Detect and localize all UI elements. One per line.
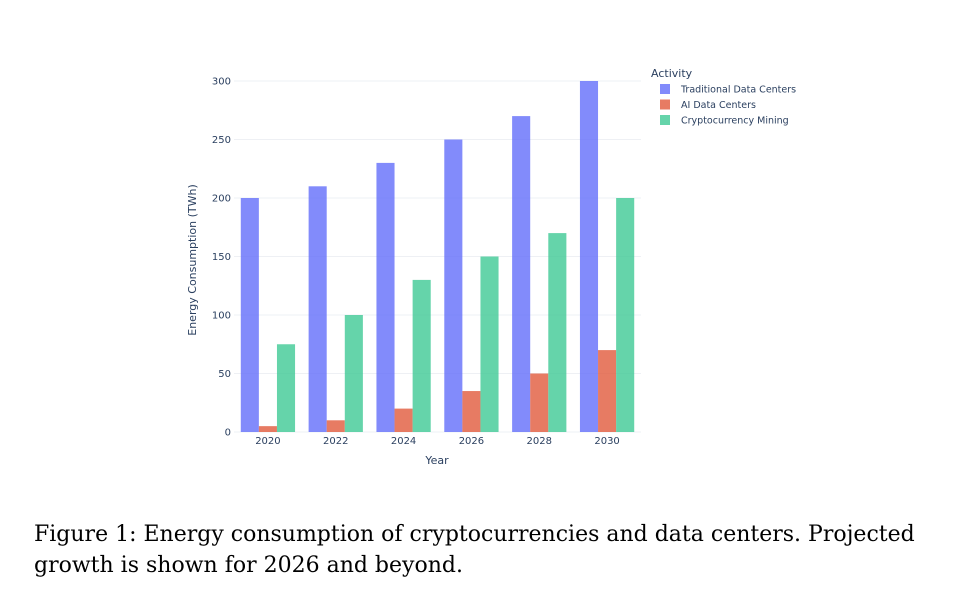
bar-cryptocurrency-mining-2030 bbox=[616, 198, 635, 432]
legend-swatch bbox=[660, 115, 670, 125]
bar-traditional-data-centers-2022 bbox=[308, 186, 327, 432]
x-tick-label: 2026 bbox=[459, 436, 484, 447]
bar-ai-data-centers-2030 bbox=[598, 350, 617, 432]
x-axis-ticks: 2020 2022 2024 2026 2028 2030 bbox=[255, 436, 620, 447]
bars bbox=[240, 81, 635, 432]
bar-ai-data-centers-2024 bbox=[394, 408, 413, 432]
x-tick-label: 2022 bbox=[323, 436, 348, 447]
legend-swatch bbox=[660, 99, 670, 110]
y-tick-label: 200 bbox=[212, 194, 231, 205]
bar-ai-data-centers-2028 bbox=[530, 373, 549, 432]
legend-label: Traditional Data Centers bbox=[680, 85, 796, 96]
y-tick-label: 0 bbox=[225, 428, 231, 439]
y-tick-label: 150 bbox=[212, 252, 231, 263]
bar-ai-data-centers-2026 bbox=[462, 391, 481, 432]
x-axis-title: Year bbox=[424, 454, 449, 467]
bar-cryptocurrency-mining-2022 bbox=[344, 315, 363, 432]
legend: Activity Traditional Data Centers AI Data… bbox=[651, 67, 796, 127]
bar-traditional-data-centers-2026 bbox=[444, 139, 463, 432]
y-axis-ticks: 0 50 100 150 200 250 300 bbox=[212, 77, 231, 439]
y-tick-label: 50 bbox=[218, 369, 231, 380]
x-tick-label: 2028 bbox=[527, 436, 552, 447]
bar-cryptocurrency-mining-2028 bbox=[548, 233, 567, 432]
bar-traditional-data-centers-2028 bbox=[512, 116, 531, 432]
x-tick-label: 2020 bbox=[255, 436, 280, 447]
y-tick-label: 300 bbox=[212, 77, 231, 88]
legend-swatch bbox=[660, 84, 670, 94]
bar-traditional-data-centers-2030 bbox=[579, 81, 599, 432]
x-tick-label: 2030 bbox=[594, 436, 619, 447]
y-axis-title: Energy Consumption (TWh) bbox=[186, 184, 199, 336]
y-tick-label: 100 bbox=[212, 311, 231, 322]
figure-caption: Figure 1: Energy consumption of cryptocu… bbox=[34, 522, 915, 578]
bar-cryptocurrency-mining-2026 bbox=[480, 256, 499, 432]
bar-traditional-data-centers-2024 bbox=[376, 162, 395, 432]
bar-ai-data-centers-2022 bbox=[326, 420, 345, 432]
y-tick-label: 250 bbox=[212, 135, 231, 146]
bar-cryptocurrency-mining-2020 bbox=[276, 344, 296, 432]
bar-traditional-data-centers-2020 bbox=[240, 198, 259, 432]
bar-cryptocurrency-mining-2024 bbox=[412, 279, 431, 432]
legend-label: Cryptocurrency Mining bbox=[681, 116, 789, 127]
gridlines bbox=[234, 80, 641, 433]
bar-ai-data-centers-2020 bbox=[258, 426, 277, 432]
x-tick-label: 2024 bbox=[391, 436, 416, 447]
legend-title: Activity bbox=[651, 67, 693, 80]
legend-label: AI Data Centers bbox=[681, 100, 756, 111]
